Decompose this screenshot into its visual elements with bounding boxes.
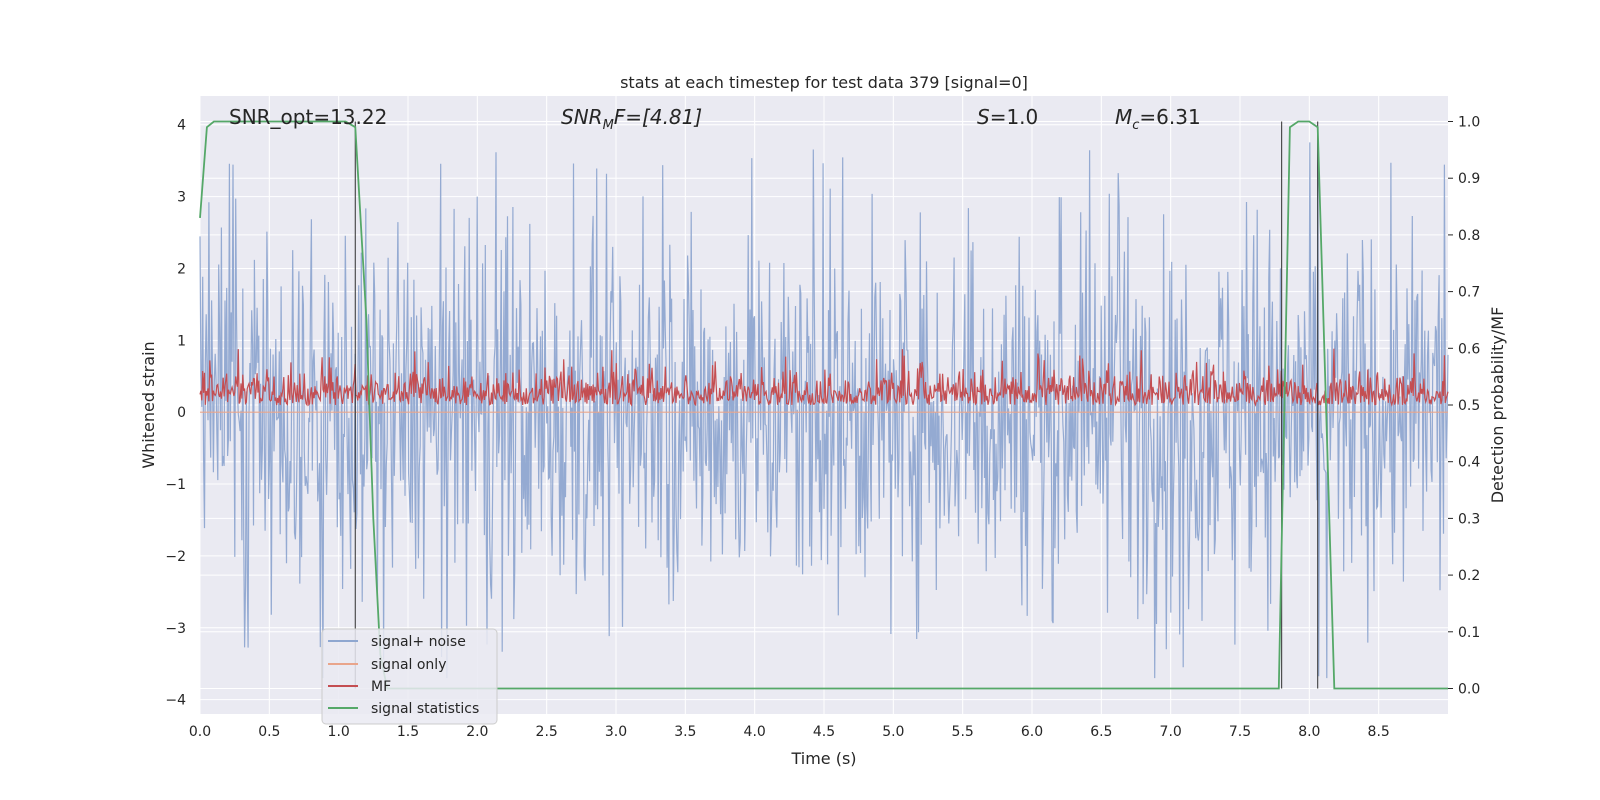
x-tick-label: 2.0 bbox=[466, 724, 488, 740]
y-tick-label: −3 bbox=[165, 621, 186, 637]
y2-tick-label: 0.4 bbox=[1458, 455, 1480, 471]
x-tick-label: 4.0 bbox=[744, 724, 766, 740]
legend-label-mf: MF bbox=[371, 679, 391, 695]
y2-tick-label: 0.5 bbox=[1458, 398, 1480, 414]
y-tick-label: −1 bbox=[165, 477, 186, 493]
y-tick-label: 2 bbox=[177, 261, 186, 277]
x-tick-label: 8.0 bbox=[1298, 724, 1320, 740]
x-tick-label: 1.0 bbox=[328, 724, 350, 740]
legend-label-signal-statistics: signal statistics bbox=[371, 701, 479, 717]
x-tick-label: 6.5 bbox=[1090, 724, 1112, 740]
x-tick-label: 4.5 bbox=[813, 724, 835, 740]
y2-tick-label: 0.8 bbox=[1458, 228, 1480, 244]
y2-tick-label: 0.0 bbox=[1458, 681, 1480, 697]
x-tick-label: 6.0 bbox=[1021, 724, 1043, 740]
x-tick-label: 3.0 bbox=[605, 724, 627, 740]
mf-line bbox=[199, 348, 1449, 407]
annotation-s: S=1.0 bbox=[977, 105, 1038, 129]
x-tick-label: 5.0 bbox=[882, 724, 904, 740]
signal-noise-line bbox=[199, 142, 1449, 679]
snr-mf-rest: F=[4.81] bbox=[614, 105, 702, 129]
y-tick-label: 0 bbox=[177, 405, 186, 421]
vertical-markers bbox=[354, 121, 1319, 689]
x-tick-label: 7.0 bbox=[1160, 724, 1182, 740]
y-tick-label: 4 bbox=[177, 118, 186, 134]
annotation-mc: Mc=6.31 bbox=[1115, 105, 1201, 133]
x-tick-label: 0.0 bbox=[189, 724, 211, 740]
annotation-snr-mf: SNRMF=[4.81] bbox=[561, 105, 702, 133]
y-axis-label: Whitened strain bbox=[139, 341, 158, 468]
y-tick-label: 3 bbox=[177, 190, 186, 206]
x-tick-label: 3.5 bbox=[674, 724, 696, 740]
x-tick-label: 1.5 bbox=[397, 724, 419, 740]
legend-label-signal-noise: signal+ noise bbox=[371, 634, 466, 650]
y2-tick-label: 0.6 bbox=[1458, 341, 1480, 357]
y2-axis-label: Detection probability/MF bbox=[1488, 307, 1507, 504]
mc-rest: =6.31 bbox=[1139, 105, 1200, 129]
mc-sub: c bbox=[1132, 118, 1139, 133]
signal-noise-series bbox=[199, 142, 1449, 679]
y-tick-label: −4 bbox=[165, 693, 186, 709]
legend: signal+ noise signal only MF signal stat… bbox=[321, 628, 498, 725]
y2-tick-label: 0.3 bbox=[1458, 511, 1480, 527]
y-tick-label: 1 bbox=[177, 333, 186, 349]
y2-tick-label: 0.9 bbox=[1458, 171, 1480, 187]
y2-tick-label: 0.1 bbox=[1458, 625, 1480, 641]
s-label: S bbox=[977, 105, 990, 129]
chart-title: stats at each timestep for test data 379… bbox=[620, 73, 1028, 92]
y-tick-label: −2 bbox=[165, 549, 186, 565]
legend-box bbox=[321, 628, 498, 725]
x-tick-label: 0.5 bbox=[258, 724, 280, 740]
annotation-snr-opt: SNR_opt=13.22 bbox=[229, 105, 387, 129]
x-tick-label: 8.5 bbox=[1368, 724, 1390, 740]
mf-series bbox=[199, 348, 1449, 407]
mc-label: M bbox=[1115, 105, 1132, 129]
s-rest: =1.0 bbox=[990, 105, 1039, 129]
y2-tick-label: 0.2 bbox=[1458, 568, 1480, 584]
y2-tick-label: 1.0 bbox=[1458, 115, 1480, 131]
snr-mf-sub: M bbox=[603, 118, 614, 133]
x-axis-label: Time (s) bbox=[790, 749, 856, 768]
x-tick-label: 7.5 bbox=[1229, 724, 1251, 740]
axis-ticks: 0.0 0.5 1.0 1.5 2.0 2.5 3.0 3.5 4.0 4.5 5.0 5.5 6.0 6… bbox=[165, 115, 1480, 740]
y2-tick-label: 0.7 bbox=[1458, 285, 1480, 301]
x-tick-label: 2.5 bbox=[536, 724, 558, 740]
x-tick-label: 5.5 bbox=[952, 724, 974, 740]
legend-label-signal-only: signal only bbox=[371, 657, 446, 673]
snr-mf-label: SNR bbox=[561, 105, 603, 129]
